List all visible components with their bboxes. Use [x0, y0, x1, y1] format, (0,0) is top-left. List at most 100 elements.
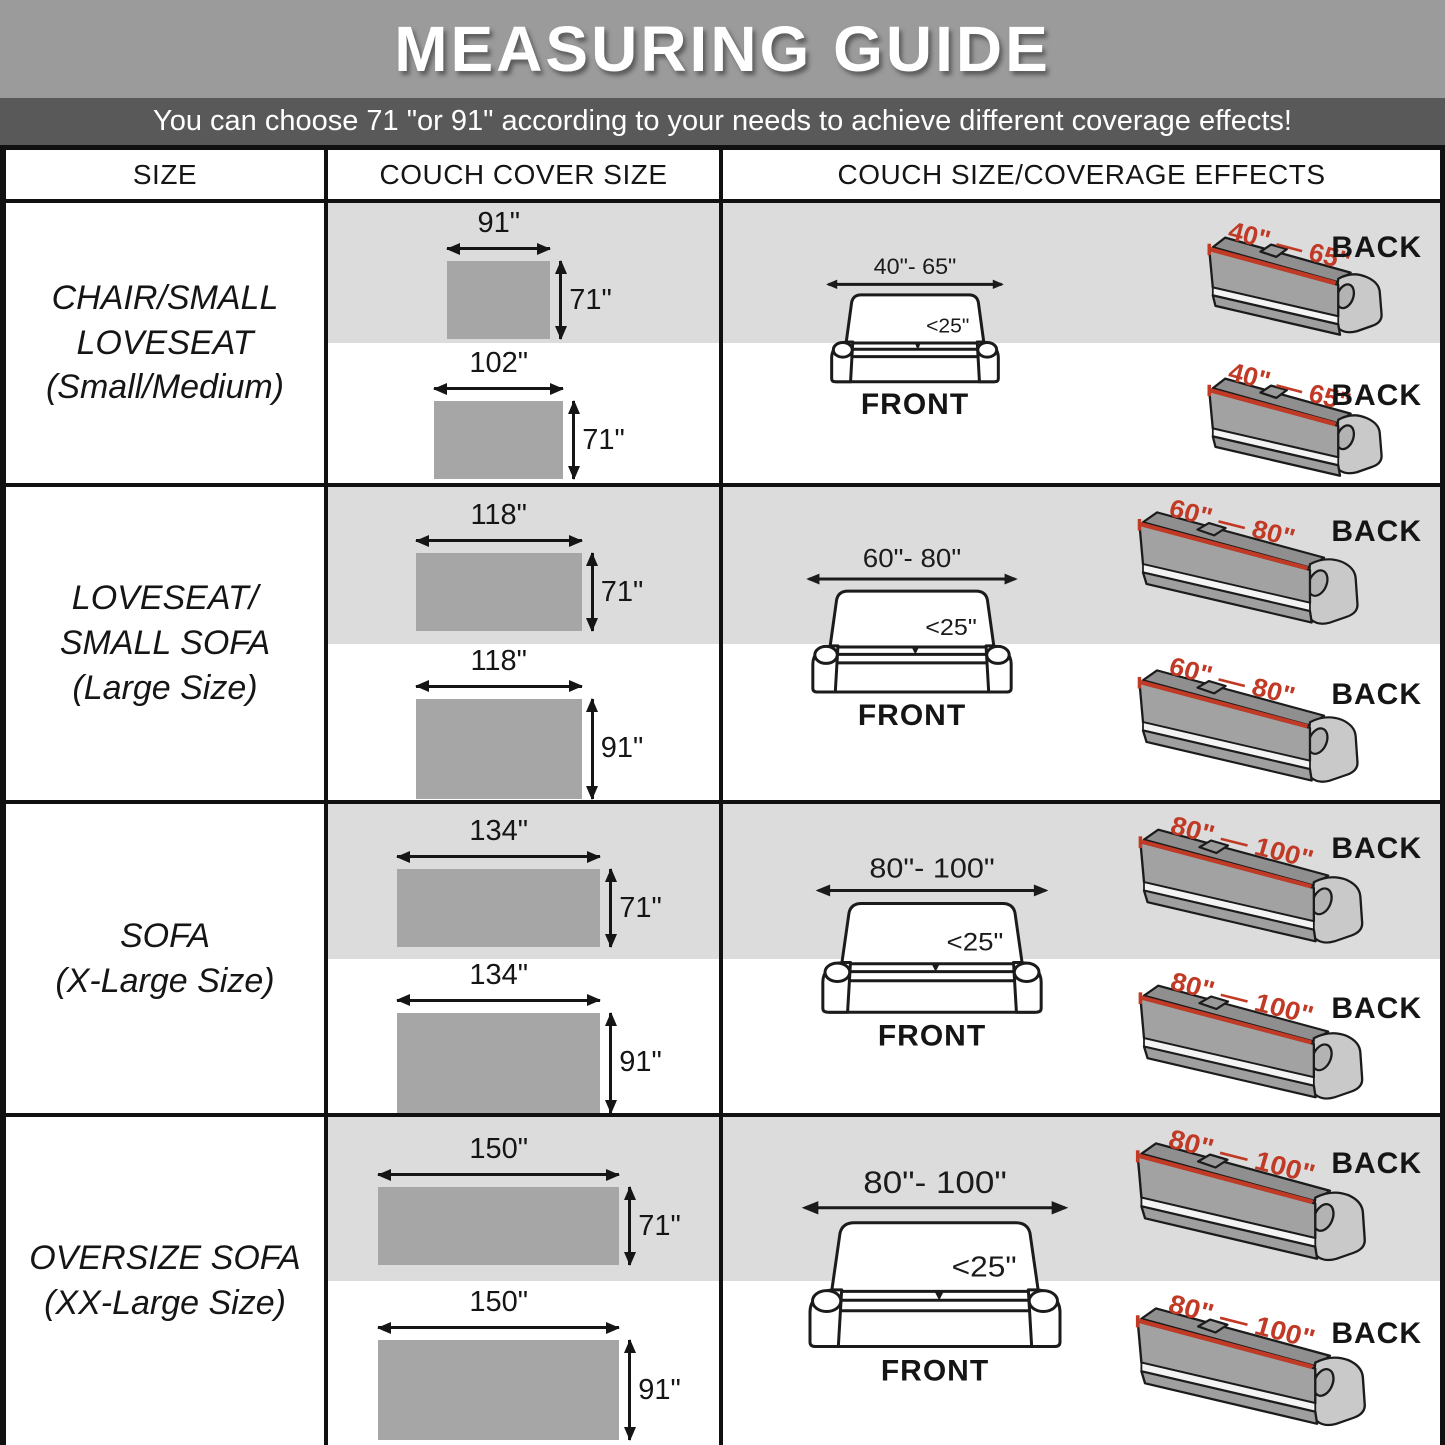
cover-height-label: 91": [638, 1373, 681, 1406]
column-header-cover-size: COUCH COVER SIZE: [328, 150, 723, 199]
front-sofa-diagram: 80"- 100" <25" FRONT: [785, 1165, 1085, 1389]
size-line: (Large Size): [72, 668, 258, 707]
cover-half-91: 150" 91": [328, 1281, 719, 1445]
cover-width-label: 150": [469, 1286, 529, 1318]
cover-height-label: 71": [638, 1209, 681, 1242]
table-row: SOFA (X-Large Size) 134" 71": [6, 800, 1440, 1113]
back-caption: BACK: [1331, 992, 1422, 1026]
height-arrow-icon: [586, 697, 599, 800]
size-line: SMALL SOFA: [59, 624, 271, 663]
cover-half-91: 118" 91": [328, 644, 719, 801]
height-arrow-icon: [604, 868, 617, 949]
height-arrow-icon: [623, 1186, 636, 1266]
cover-size-cell: 134" 71" 134": [328, 804, 723, 1113]
back-sofa-diagram: 60" — 80": [1085, 649, 1375, 797]
cover-width-label: 134": [469, 958, 529, 991]
back-sofa-icon: 40" — 65": [1207, 356, 1383, 477]
front-sofa-diagram: 60"- 80" <25" FRONT: [793, 543, 1031, 732]
back-sofa-diagram: 40" — 65": [1128, 207, 1393, 347]
cover-diagram: 102" 71": [433, 347, 625, 480]
table-row: OVERSIZE SOFA (XX-Large Size) 150": [6, 1113, 1440, 1445]
cover-diagram: 150" 71": [377, 1133, 681, 1266]
cover-rect: [447, 261, 551, 339]
front-caption: FRONT: [857, 698, 967, 732]
back-sofa-diagram: 80" — 100": [1081, 1286, 1383, 1441]
front-depth-label: <25": [947, 927, 1004, 955]
height-arrow-icon: [623, 1339, 636, 1441]
back-sofa-icon: 40" — 65": [1207, 215, 1383, 336]
width-arrow-icon: [396, 850, 602, 863]
front-sofa-icon: 40"- 65" <25": [826, 254, 1004, 386]
size-line: (XX-Large Size): [44, 1284, 286, 1322]
front-sofa-diagram: 40"- 65" <25" FRONT: [815, 254, 1015, 422]
height-arrow-icon: [604, 1011, 617, 1113]
back-sofa-diagram: 80" — 100": [1085, 808, 1380, 958]
cover-height-label: 71": [582, 423, 625, 456]
size-line: SOFA: [119, 916, 211, 955]
size-line: (Small/Medium): [45, 368, 285, 407]
front-sofa-icon: 80"- 100" <25": [815, 853, 1049, 1017]
size-cell: OVERSIZE SOFA (XX-Large Size): [6, 1117, 328, 1445]
cover-size-cell: 118" 71" 118": [328, 487, 723, 800]
front-depth-label: <25": [925, 614, 977, 640]
size-line: LOVESEAT: [76, 323, 254, 362]
cover-width-label: 134": [469, 815, 529, 848]
width-arrow-icon: [377, 1321, 621, 1334]
width-arrow-icon: [446, 242, 552, 255]
coverage-effects-cell: 40"- 65" <25" FRONT: [723, 203, 1440, 483]
front-width-label: 60"- 80": [863, 543, 961, 572]
cover-half-71: 150" 71": [328, 1117, 719, 1281]
back-sofa-icon: 80" — 100": [1135, 1288, 1366, 1427]
page-subtitle: You can choose 71 "or 91" according to y…: [153, 105, 1292, 137]
coverage-effects-cell: 80"- 100" <25" FRONT: [723, 1117, 1440, 1445]
front-width-label: 80"- 100": [869, 853, 994, 883]
size-line: LOVESEAT/: [71, 579, 259, 618]
cover-rect: [415, 698, 582, 799]
width-arrow-icon: [414, 534, 583, 547]
column-header-size: SIZE: [6, 150, 328, 199]
front-caption: FRONT: [877, 1018, 987, 1052]
title-band: MEASURING GUIDE: [0, 0, 1445, 98]
size-line: (X-Large Size): [55, 961, 275, 1000]
cover-half-71: 118" 71": [328, 487, 719, 644]
cover-width-label: 118": [470, 499, 527, 532]
height-arrow-icon: [586, 552, 599, 633]
back-caption: BACK: [1331, 379, 1422, 413]
back-sofa-diagram: 60" — 80": [1085, 491, 1375, 639]
cover-diagram: 91" 71": [446, 207, 612, 340]
front-sofa-icon: 80"- 100" <25": [801, 1166, 1069, 1353]
front-caption: FRONT: [880, 1354, 990, 1388]
cover-half-91: 134" 91": [328, 958, 719, 1113]
cover-height-label: 71": [600, 575, 644, 608]
cover-diagram: 118" 71": [414, 499, 644, 633]
cover-width-label: 102": [469, 347, 529, 379]
back-sofa-diagram: 40" — 65": [1128, 348, 1393, 483]
cover-height-label: 71": [619, 891, 662, 924]
back-sofa-icon: 80" — 100": [1138, 811, 1364, 944]
back-caption: BACK: [1331, 1317, 1422, 1351]
size-cell: CHAIR/SMALL LOVESEAT (Small/Medium): [6, 203, 328, 483]
back-sofa-diagram: 80" — 100": [1081, 1121, 1383, 1276]
page-title: MEASURING GUIDE: [394, 13, 1051, 85]
cover-height-label: 91": [619, 1046, 662, 1079]
cover-diagram: 118" 91": [414, 644, 644, 800]
width-arrow-icon: [396, 994, 602, 1007]
cover-width-label: 150": [469, 1133, 529, 1165]
cover-height-label: 91": [600, 732, 644, 765]
back-sofa-icon: 60" — 80": [1137, 493, 1359, 625]
back-caption: BACK: [1331, 831, 1422, 865]
coverage-effects-cell: 80"- 100" <25" FRONT: [723, 804, 1440, 1113]
cover-width-label: 118": [470, 644, 527, 677]
cover-half-91: 102" 71": [328, 343, 719, 483]
front-caption: FRONT: [860, 387, 970, 421]
cover-half-71: 91" 71": [328, 203, 719, 343]
front-width-label: 80"- 100": [863, 1166, 1006, 1201]
size-cell: LOVESEAT/ SMALL SOFA (Large Size): [6, 487, 328, 800]
height-arrow-icon: [554, 260, 567, 340]
table-row: CHAIR/SMALL LOVESEAT (Small/Medium) 91": [6, 199, 1440, 483]
back-sofa-icon: 60" — 80": [1137, 651, 1359, 783]
cover-width-label: 91": [477, 207, 520, 239]
cover-rect: [378, 1187, 620, 1265]
cover-size-cell: 91" 71" 102": [328, 203, 723, 483]
